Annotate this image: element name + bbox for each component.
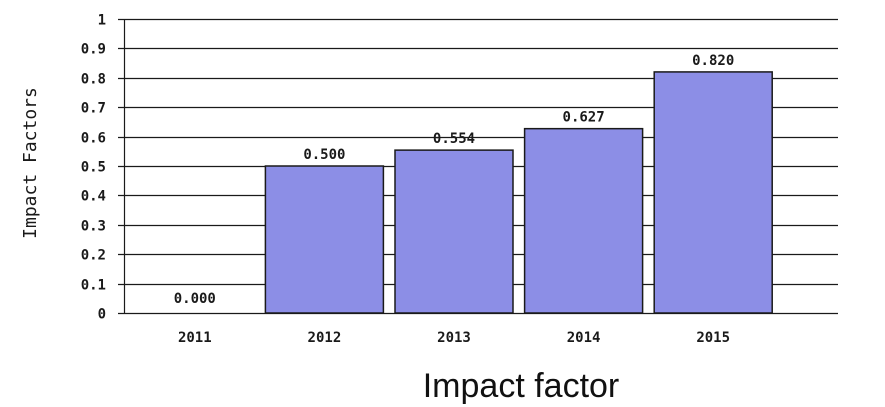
y-tick-label: 0 <box>98 307 106 323</box>
x-tick-label-2011: 2011 <box>178 330 212 346</box>
data-label-2012: 0.500 <box>303 147 345 163</box>
data-label-2015: 0.820 <box>692 53 734 69</box>
bars <box>264 71 773 314</box>
x-tick-label-2014: 2014 <box>567 330 601 346</box>
y-tick-label: 1 <box>98 13 106 29</box>
y-tick-label: 0.7 <box>81 101 106 117</box>
y-tick-label: 0.8 <box>81 72 106 88</box>
y-tick-labels: 0 0.1 0.2 0.3 0.4 0.5 0.6 0.7 0.8 0.9 1 <box>81 13 106 323</box>
x-tick-label-2013: 2013 <box>437 330 471 346</box>
y-tick-label: 0.3 <box>81 219 106 235</box>
chart-title: Impact factor <box>423 367 620 405</box>
x-tick-label-2012: 2012 <box>308 330 342 346</box>
bar-2014 <box>523 127 644 314</box>
y-tick-label: 0.6 <box>81 131 106 147</box>
data-label-2011: 0.000 <box>174 291 216 307</box>
y-tick-label: 0.5 <box>81 160 106 176</box>
bar-value-labels: 0.000 0.500 0.554 0.627 0.820 <box>174 53 735 307</box>
x-tick-label-2015: 2015 <box>696 330 730 346</box>
y-tick-label: 0.2 <box>81 248 106 264</box>
bar-2015 <box>653 71 773 314</box>
y-tick-label: 0.9 <box>81 42 106 58</box>
y-tick-label: 0.1 <box>81 278 106 294</box>
y-tick-label: 0.4 <box>81 189 106 205</box>
data-label-2013: 0.554 <box>433 131 475 147</box>
bar-2012 <box>264 165 385 314</box>
x-tick-labels: 2011 2012 2013 2014 2015 <box>178 330 730 346</box>
y-axis-title: Impact Factors <box>20 87 41 239</box>
data-label-2014: 0.627 <box>563 110 605 126</box>
bar-2013 <box>394 149 514 314</box>
